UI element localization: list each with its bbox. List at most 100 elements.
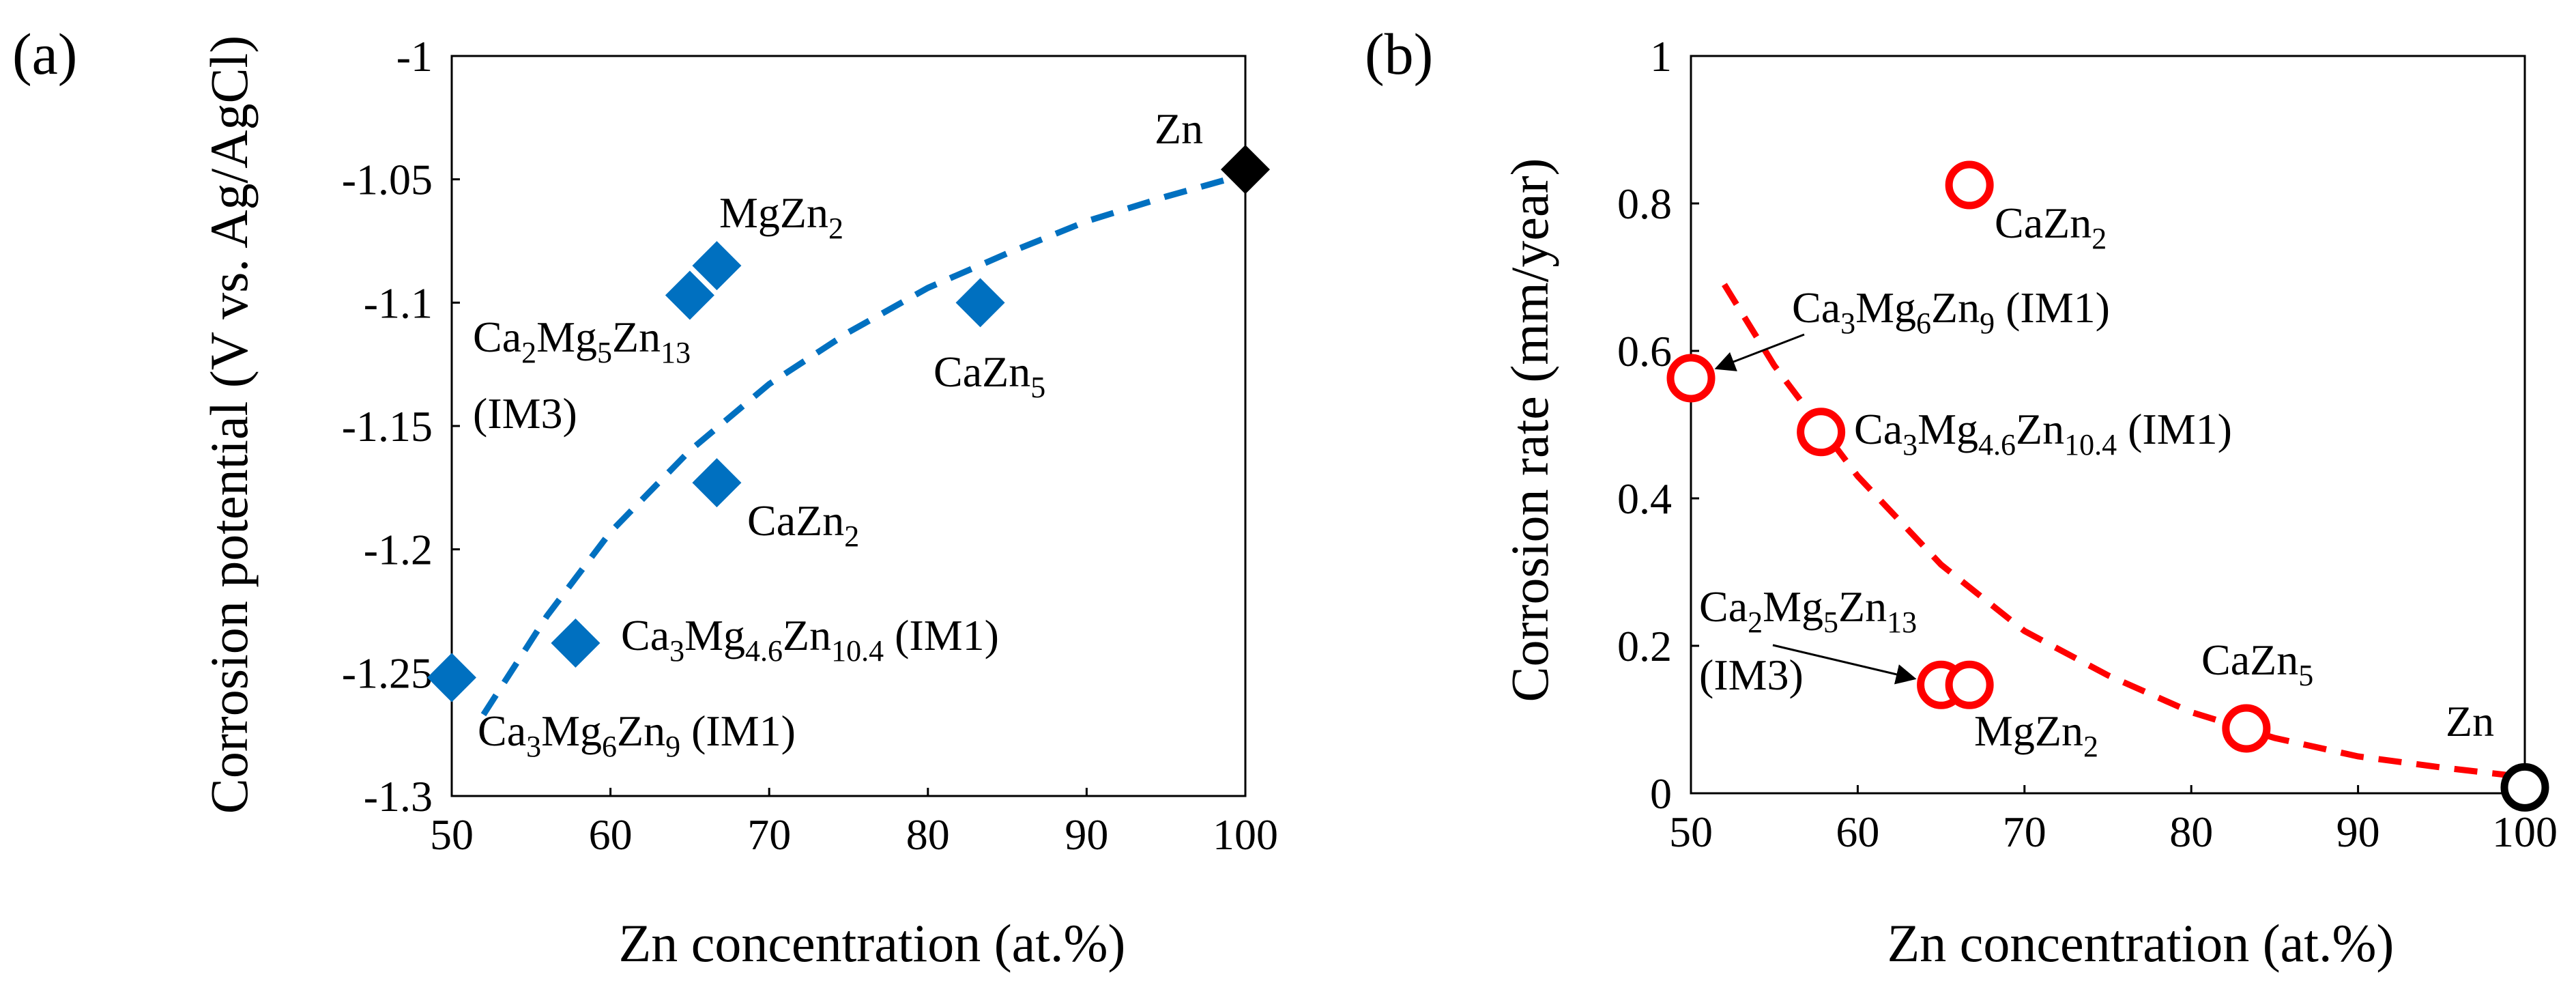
x-tick-label-a: 90 — [1065, 810, 1108, 859]
label-ca3mg46-b: Ca3Mg4.6Zn10.4 (IM1) — [1854, 405, 2232, 461]
label-part: 5 — [2298, 659, 2313, 692]
label-part: 2 — [844, 520, 859, 553]
label-part: 13 — [661, 336, 691, 369]
panel-label-a: (a) — [12, 21, 77, 87]
data-point-zn-b — [2500, 763, 2549, 812]
label-part: 3 — [1902, 428, 1917, 461]
label-part: MgZn — [1974, 707, 2083, 755]
label-part: 2 — [2092, 222, 2107, 255]
chart-panel-b: (b) Corrosion rate (mm/year) Zn concentr… — [1365, 21, 2558, 973]
y-tick-label-a: -1.05 — [342, 156, 433, 204]
label-part: 5 — [1030, 371, 1045, 404]
x-tick-label-a: 50 — [430, 810, 474, 859]
trend-line-b — [1722, 283, 2526, 780]
label-part: Zn — [1838, 582, 1887, 631]
label-part: 9 — [1980, 307, 1995, 340]
label-part: 2 — [521, 336, 536, 369]
y-tick-label-a: -1.2 — [364, 526, 433, 574]
label-part: (IM1) — [1995, 283, 2110, 332]
label-ca3mg46-a: Ca3Mg4.6Zn10.4 (IM1) — [621, 611, 999, 668]
label-part: MgZn — [719, 188, 828, 237]
chart-panel-a: (a) Corrosion potential (V vs. Ag/AgCl) … — [12, 21, 1278, 973]
y-tick-label-a: -1.1 — [364, 279, 433, 327]
y-tick-label-b: 0.4 — [1617, 474, 1672, 523]
label-part: 3 — [526, 730, 541, 763]
y-tick-label-a: -1.15 — [342, 402, 433, 451]
y-axis-title-a: Corrosion potential (V vs. Ag/AgCl) — [199, 35, 259, 814]
data-point-ca3mg6zn9-im1-a — [427, 653, 476, 702]
label-part: Zn — [783, 611, 831, 659]
x-tick-label-b: 90 — [2336, 808, 2380, 856]
y-tick-label-a: -1.3 — [364, 772, 433, 821]
label-cazn5-a: CaZn5 — [934, 347, 1045, 404]
x-tick-label-b: 60 — [1836, 808, 1879, 856]
label-part: 6 — [1916, 307, 1931, 340]
y-tick-label-b: 0.6 — [1617, 327, 1672, 375]
label-part: Zn — [1931, 283, 1980, 332]
label-part: 3 — [1840, 307, 1855, 340]
label-zn-a: Zn — [1155, 104, 1203, 153]
label-part: 2 — [2083, 730, 2098, 763]
data-point-cazn5-a — [955, 278, 1005, 328]
label-ca2mg5zn13-b: Ca2Mg5Zn13 — [1699, 582, 1917, 639]
label-part: Ca — [1854, 405, 1902, 453]
label-ca3mg6zn9-b: Ca3Mg6Zn9 (IM1) — [1792, 283, 2110, 340]
label-part: (IM1) — [2117, 405, 2232, 453]
label-cazn2-b: CaZn2 — [1995, 199, 2107, 255]
label-part: Ca — [473, 313, 521, 361]
y-tick-label-a: -1.25 — [342, 649, 433, 697]
label-part: Mg — [1763, 582, 1823, 631]
label-cazn5-b: CaZn5 — [2201, 636, 2313, 692]
label-part: 5 — [1823, 606, 1838, 639]
label-cazn2-a: CaZn2 — [747, 496, 859, 553]
x-tick-label-b: 70 — [2003, 808, 2046, 856]
label-mgzn2-b: MgZn2 — [1974, 707, 2098, 763]
label-part: (IM3) — [473, 389, 577, 438]
label-part: 10.4 — [2064, 428, 2117, 461]
data-point-mgzn2-b — [1945, 660, 1994, 709]
label-part: Ca — [1792, 283, 1840, 332]
label-im3-a: (IM3) — [473, 389, 577, 438]
label-part: 6 — [602, 730, 617, 763]
label-zn-b: Zn — [2446, 697, 2494, 745]
label-part: Zn — [1155, 104, 1203, 153]
x-tick-label-a: 70 — [747, 810, 791, 859]
x-tick-label-b: 100 — [2492, 808, 2558, 856]
label-part: Mg — [536, 313, 597, 361]
panel-label-b: (b) — [1365, 21, 1433, 87]
label-part: Zn — [2016, 405, 2064, 453]
label-ca3mg6zn9-a: Ca3Mg6Zn9 (IM1) — [478, 707, 796, 763]
label-part: 3 — [669, 634, 684, 668]
data-point-ca3mg6zn9-im1-b — [1666, 354, 1716, 403]
data-point-cazn2-a — [692, 458, 742, 508]
label-part: 4.6 — [745, 634, 783, 668]
data-point-mgzn2-a — [692, 241, 742, 291]
label-ca2mg5zn13-a: Ca2Mg5Zn13 — [473, 313, 691, 369]
label-part: 5 — [597, 336, 612, 369]
label-part: Mg — [1917, 405, 1978, 453]
data-point-ca3mg4-6zn10-4-im1-b — [1797, 408, 1846, 457]
x-tick-label-a: 100 — [1213, 810, 1278, 859]
y-tick-label-b: 1 — [1650, 32, 1672, 81]
plot-frame-b — [1690, 55, 2526, 795]
label-part: Ca — [478, 707, 526, 755]
x-axis-title-b: Zn concentration (at.%) — [1887, 913, 2394, 973]
y-tick-label-b: 0.2 — [1617, 622, 1672, 670]
y-tick-label-a: -1 — [396, 32, 433, 81]
y-tick-label-b: 0 — [1650, 769, 1672, 818]
label-part: Zn — [617, 707, 665, 755]
data-point-ca2mg5zn13-im3-a — [665, 270, 714, 320]
y-tick-label-b: 0.8 — [1617, 180, 1672, 228]
data-point-zn-a — [1221, 145, 1270, 195]
annotation-arrow-b — [1714, 333, 1805, 371]
label-part: CaZn — [2201, 636, 2298, 684]
data-point-ca3mg4-6zn10-4-im1-a — [551, 618, 600, 668]
label-part: (IM3) — [1699, 651, 1804, 699]
x-tick-label-b: 80 — [2169, 808, 2213, 856]
y-axis-title-b: Corrosion rate (mm/year) — [1500, 158, 1559, 702]
annotation-arrow-b — [1772, 644, 1917, 685]
data-point-cazn2-b — [1945, 160, 1994, 210]
label-part: Mg — [541, 707, 602, 755]
label-part: 2 — [828, 212, 843, 245]
